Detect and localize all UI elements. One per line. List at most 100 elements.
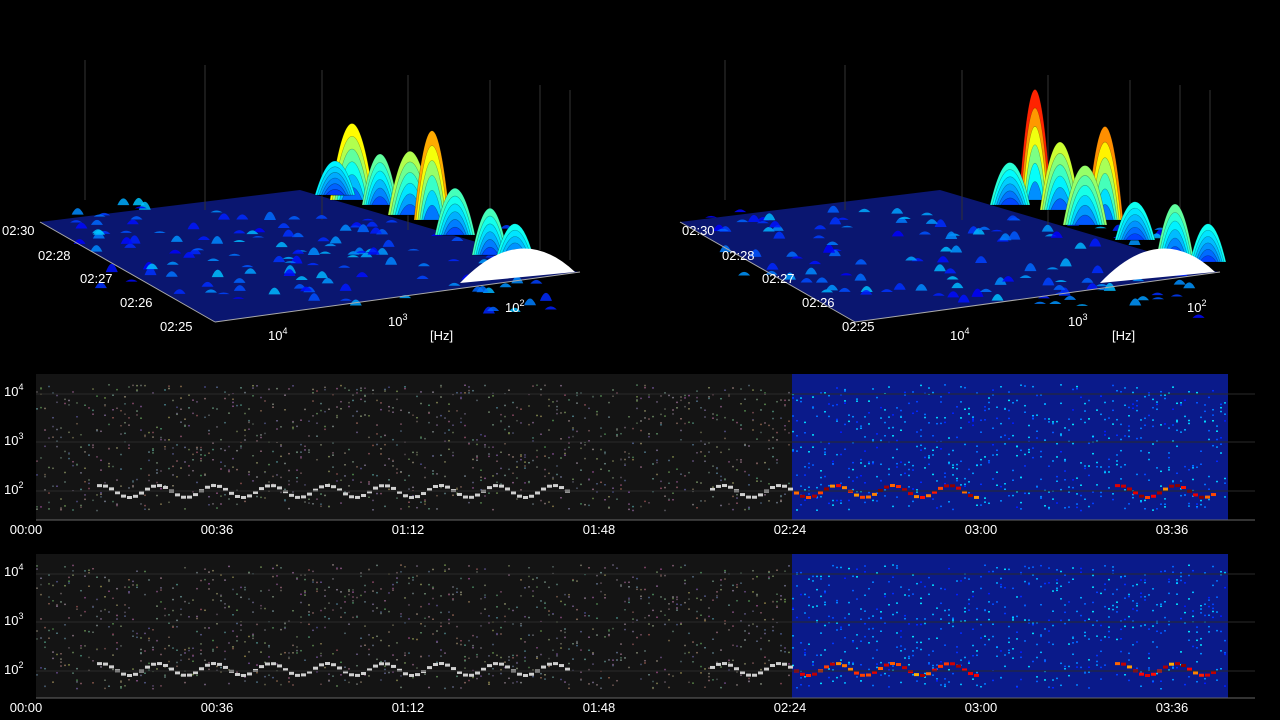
- spectrogram-cell: [1080, 484, 1082, 486]
- spectrogram-cell: [1028, 582, 1030, 585]
- spectrogram-cell: [584, 444, 586, 446]
- spectrogram-cell: [56, 632, 58, 635]
- spectrogram-cell: [216, 613, 218, 616]
- spectrogram-cell: [464, 392, 466, 394]
- spectrogram-cell: [416, 613, 418, 616]
- spectrogram-cell: [100, 496, 102, 498]
- surface-peak: [1199, 255, 1217, 263]
- spectrogram-cell: [112, 465, 114, 468]
- spectrogram-cell: [264, 471, 266, 474]
- spectrogram-cell: [1092, 586, 1094, 588]
- spectrogram-cell: [1000, 436, 1002, 438]
- spectrogram-cell: [232, 646, 234, 648]
- spectrogram-cell: [1052, 590, 1054, 592]
- spectrogram-cell: [1052, 610, 1054, 612]
- spectrogram-cell: [188, 474, 190, 477]
- spectrogram-cell: [968, 662, 970, 664]
- spectrogram-cell: [1116, 460, 1118, 462]
- spectrogram-cell: [932, 435, 934, 437]
- spectrogram-cell: [444, 569, 446, 571]
- spectrogram-cell: [316, 581, 318, 584]
- surface-ridge: [1002, 275, 1015, 282]
- spectrogram-cell: [1028, 567, 1030, 569]
- spectrogram-cell: [936, 678, 938, 680]
- spectrogram-cell: [900, 586, 902, 588]
- spectrogram-cell: [980, 587, 982, 590]
- spectrogram-cell: [1040, 634, 1042, 636]
- spectrogram-cell: [460, 392, 462, 394]
- surface-ridge: [1019, 275, 1032, 279]
- spectrogram-cell: [364, 400, 366, 403]
- spectrogram-cell: [1024, 580, 1026, 583]
- spectrogram-cell: [1096, 484, 1098, 486]
- spectrogram-cell: [1160, 394, 1162, 397]
- spectrogram-cell: [848, 499, 850, 502]
- spectrogram-cell: [664, 392, 666, 394]
- spectrogram-cell: [912, 488, 914, 490]
- spectrogram-cell: [188, 649, 190, 652]
- spectrogram-cell: [904, 463, 906, 466]
- spectrogram-cell: [244, 586, 246, 589]
- spectrogram-cell: [484, 477, 486, 480]
- spectrogram-cell: [300, 601, 302, 604]
- spectrogram-cell: [244, 434, 246, 437]
- spectrogram-cell: [804, 489, 806, 491]
- spectrogram-cell: [704, 595, 706, 597]
- spectrogram-cell: [1136, 387, 1138, 389]
- spectrogram-cell: [660, 596, 662, 598]
- spectrogram-cell: [60, 427, 62, 429]
- spectrogram-cell: [900, 636, 902, 638]
- spectrogram-cell: [396, 497, 398, 499]
- spectrogram-cell: [52, 436, 54, 438]
- freq-tick-label: 104: [950, 326, 970, 343]
- spectrogram-note: [361, 493, 366, 497]
- spectrogram-cell: [924, 416, 926, 419]
- spectrogram-cell: [252, 635, 254, 637]
- spectrogram-cell: [388, 592, 390, 594]
- spectrogram-cell: [672, 675, 674, 677]
- spectrogram-cell: [128, 591, 130, 594]
- spectrogram-cell: [1028, 424, 1030, 427]
- spectrogram-cell: [880, 630, 882, 633]
- spectrogram-cell: [1208, 396, 1210, 399]
- spectrogram-cell: [40, 637, 42, 639]
- spectrogram-cell: [288, 681, 290, 683]
- spectrogram-cell: [304, 574, 306, 576]
- spectrogram-cell: [432, 586, 434, 589]
- spectrogram-cell: [524, 587, 526, 589]
- spectrogram-cell: [1096, 440, 1098, 443]
- spectrogram-cell: [400, 471, 402, 473]
- spectrogram-cell: [1120, 638, 1122, 640]
- spectrogram-cell: [804, 593, 806, 596]
- spectrogram-cell: [684, 652, 686, 655]
- spectrogram-cell: [520, 422, 522, 424]
- spectrogram-cell: [1208, 498, 1210, 501]
- spectrogram-cell: [144, 570, 146, 573]
- spectrogram-cell: [304, 594, 306, 596]
- spectrogram-cell: [244, 588, 246, 591]
- spectrogram-cell: [876, 433, 878, 435]
- surface-ridge: [105, 263, 118, 273]
- spectrogram-cell: [784, 570, 786, 572]
- spectrogram-cell: [168, 636, 170, 639]
- spectrogram-cell: [1144, 573, 1146, 576]
- spectrogram-cell: [724, 389, 726, 391]
- spectrogram-cell: [316, 626, 318, 629]
- spectrogram-note: [223, 665, 228, 669]
- spectrogram-cell: [640, 466, 642, 468]
- spectrogram-cell: [652, 609, 654, 612]
- spectrogram-cell: [956, 406, 958, 408]
- spectrogram-cell: [780, 500, 782, 503]
- spectrogram-cell: [1004, 488, 1006, 491]
- spectrogram-cell: [1224, 413, 1226, 415]
- spectrogram-cell: [672, 456, 674, 458]
- spectrogram-cell: [516, 477, 518, 479]
- spectrogram-cell: [824, 624, 826, 627]
- spectrogram-cell: [1172, 424, 1174, 426]
- spectrogram-cell: [340, 384, 342, 387]
- spectrogram-cell: [580, 392, 582, 394]
- spectrogram-cell: [1208, 614, 1210, 617]
- spectrogram-cell: [948, 609, 950, 611]
- spectrogram-cell: [988, 502, 990, 505]
- spectrogram-cell: [736, 583, 738, 586]
